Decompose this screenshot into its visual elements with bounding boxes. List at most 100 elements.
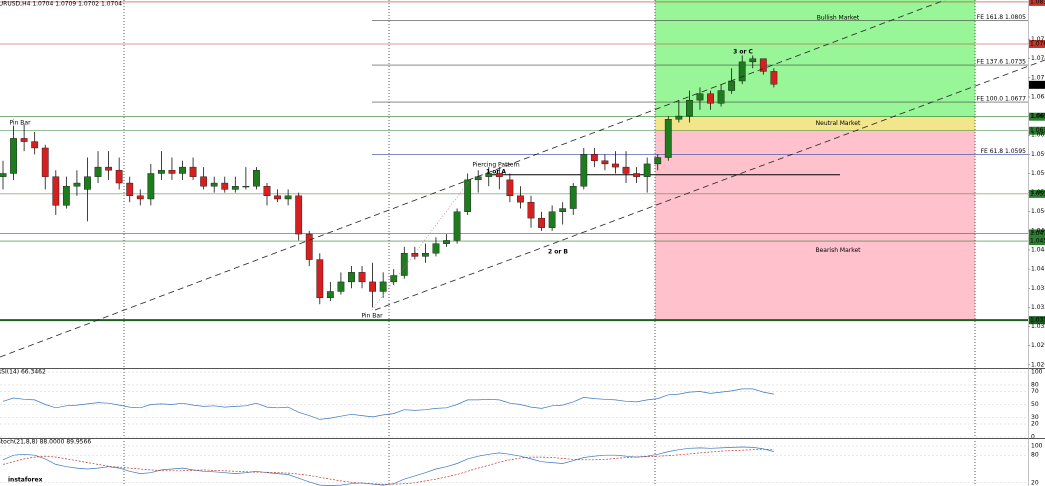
candle-body	[62, 186, 70, 206]
y-tick-label: 1.0685	[1031, 93, 1045, 100]
indicator-line	[2, 388, 774, 420]
back-layer	[0, 0, 1028, 484]
price-tag	[1029, 126, 1045, 135]
y-tick-label: 50	[1031, 401, 1039, 408]
watermark: instaforex	[8, 477, 43, 484]
candle-body	[337, 281, 345, 292]
candle-body	[200, 176, 208, 187]
candle-body	[168, 170, 176, 174]
candle-body	[242, 186, 250, 188]
y-tick-label: 100	[1031, 443, 1043, 450]
y-tick-label: 80	[1031, 382, 1039, 389]
candle-body	[274, 195, 281, 200]
candle-body	[527, 201, 535, 219]
candle-body	[601, 160, 609, 165]
candle-body	[422, 252, 429, 257]
indicator-title: RSI(14) 66.3462	[0, 369, 46, 376]
candle-body	[326, 291, 334, 299]
candle-body	[231, 186, 239, 190]
price-tag	[1029, 316, 1045, 325]
candle-body	[443, 240, 450, 244]
candle-body	[590, 154, 598, 161]
candle-body	[400, 252, 408, 276]
indicator-line	[2, 448, 774, 485]
candle-body	[136, 195, 144, 200]
candle-body	[41, 147, 49, 177]
candle-body	[390, 275, 398, 283]
candle-body	[0, 173, 7, 177]
market-zone	[655, 116, 975, 131]
candle-body	[52, 176, 60, 206]
candle-body	[126, 182, 134, 196]
candle-body	[115, 170, 123, 184]
candle-body	[20, 138, 28, 142]
y-tick-label: 1.0445	[1031, 247, 1045, 254]
candle-body	[305, 233, 313, 260]
candle-body	[263, 186, 271, 196]
y-tick-label: 1.0715	[1031, 74, 1045, 81]
price-tag	[1029, 40, 1045, 49]
y-tick-label: 1.0415	[1031, 266, 1045, 273]
price-tag	[1029, 112, 1045, 121]
candle-body	[10, 138, 17, 174]
candle-body	[633, 173, 641, 177]
candle-body	[316, 259, 324, 299]
y-tick-label: 100	[1031, 369, 1043, 376]
y-tick-label: 20	[1031, 479, 1039, 486]
candle-body	[654, 157, 662, 165]
candle-body	[358, 272, 366, 283]
price-tag	[1029, 80, 1045, 89]
candle-body	[643, 163, 651, 177]
y-tick-label: 1.0265	[1031, 361, 1045, 368]
pattern-annotation: 2 or B	[548, 249, 568, 256]
candle-body	[738, 61, 746, 82]
candle-body	[485, 173, 493, 177]
candle-body	[495, 173, 503, 177]
y-tick-label: 70	[1031, 388, 1039, 395]
y-tick-label: 1.0295	[1031, 342, 1045, 349]
candle-body	[210, 182, 218, 187]
y-tick-label: 1.0325	[1031, 323, 1045, 330]
candle-body	[295, 195, 303, 235]
candle-body	[284, 195, 292, 200]
candle-body	[675, 115, 683, 120]
channel-upper	[0, 0, 946, 358]
candle-body	[686, 99, 693, 117]
pattern-annotation: 1 or A	[486, 169, 506, 176]
price-tag-label: 1.0654	[1030, 113, 1045, 120]
candle-body	[559, 208, 567, 212]
y-tick-label: 1.0625	[1031, 132, 1045, 139]
candle-body	[717, 90, 725, 104]
y-tick-label: 1.0775	[1031, 36, 1045, 43]
price-tag	[1029, 189, 1045, 198]
candle-body	[432, 243, 440, 254]
pattern-annotation: Pin Bar	[361, 313, 383, 320]
candle-body	[517, 195, 524, 203]
y-tick-label: 80	[1031, 452, 1039, 459]
y-tick-label: 1.0655	[1031, 113, 1045, 120]
y-tick-label: 1.0745	[1031, 55, 1045, 62]
market-zone	[655, 130, 975, 321]
candle-body	[612, 163, 619, 168]
y-tick-label: 1.0595	[1031, 151, 1045, 158]
candle-body	[189, 166, 197, 177]
candle-body	[379, 281, 387, 292]
candle-body	[728, 80, 736, 91]
price-tag	[1029, 229, 1045, 238]
price-tag	[1029, 237, 1045, 246]
price-tag-label: 1.0834	[1030, 0, 1045, 5]
y-tick-label: 20	[1031, 421, 1039, 428]
candle-body	[664, 119, 672, 158]
zone-label: Neutral Market	[816, 120, 861, 127]
candle-body	[622, 166, 630, 174]
candle-body	[31, 141, 39, 149]
candle-body	[105, 166, 113, 171]
swing-line	[371, 179, 471, 311]
y-tick-label: 1.0505	[1031, 208, 1045, 215]
fib-label: FE 161.8 1.0805	[977, 14, 1026, 21]
candle-body	[759, 58, 767, 72]
y-tick-label: 1.0535	[1031, 189, 1045, 196]
price-tag-label: 1.0459	[1030, 238, 1045, 245]
